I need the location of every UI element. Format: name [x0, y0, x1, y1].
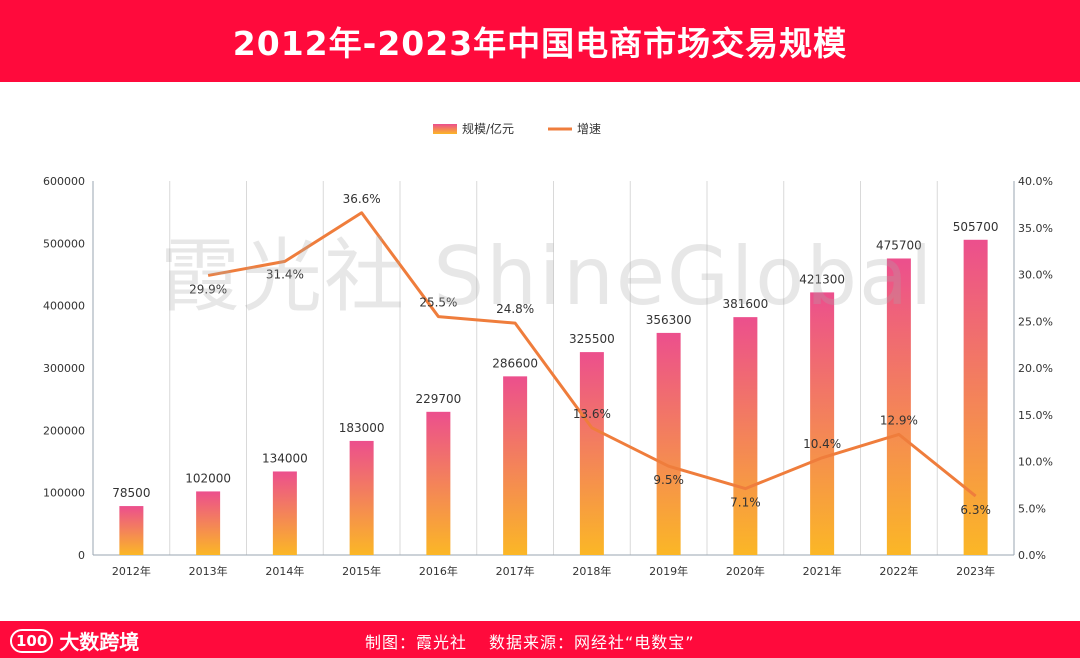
line-value-label: 13.6%	[573, 407, 611, 421]
bar-value-label: 356300	[646, 313, 692, 327]
x-tick-label: 2019年	[649, 564, 688, 578]
credit-source: 数据来源：网经社“电数宝”	[489, 633, 695, 652]
line-value-label: 7.1%	[730, 496, 761, 510]
y-right-tick-label: 15.0%	[1018, 409, 1053, 422]
y-left-tick-label: 600000	[43, 175, 85, 188]
growth-line	[207, 211, 977, 498]
y-right-tick-label: 30.0%	[1018, 269, 1053, 282]
y-left-tick-label: 400000	[43, 300, 85, 313]
legend-bar-swatch	[433, 124, 457, 134]
bar-value-label: 102000	[185, 471, 231, 485]
line-value-label: 12.9%	[880, 413, 918, 427]
x-tick-label: 2023年	[956, 564, 995, 578]
x-tick-label: 2016年	[419, 564, 458, 578]
y-right-tick-label: 25.0%	[1018, 315, 1053, 328]
line-value-label: 9.5%	[653, 473, 684, 487]
logo-text: 大数跨境	[59, 630, 140, 654]
y-right-tick-label: 10.0%	[1018, 456, 1053, 469]
logo-mark: 100	[10, 628, 54, 653]
combo-chart: 0 100000 200000 300000 400000 500000 600000 0.0…	[43, 121, 1053, 578]
bar-value-label: 475700	[876, 238, 922, 252]
bar	[503, 376, 528, 555]
legend-line-label: 增速	[577, 122, 601, 136]
bar-value-label: 381600	[722, 297, 768, 311]
line-value-label: 10.4%	[803, 437, 841, 451]
bar	[733, 317, 758, 555]
x-tick-label: 2013年	[189, 564, 228, 578]
legend-bar-label: 规模/亿元	[462, 121, 514, 136]
line-value-label: 29.9%	[189, 282, 227, 296]
credit-chart: 制图：霞光社	[365, 633, 468, 652]
bar	[810, 292, 835, 555]
x-tick-label: 2022年	[879, 564, 918, 578]
y-left-tick-label: 500000	[43, 237, 85, 250]
x-tick-label: 2012年	[112, 564, 151, 578]
bar-value-label: 286600	[492, 356, 538, 370]
y-left-tick-label: 300000	[43, 362, 85, 375]
y-right-tick-label: 20.0%	[1018, 362, 1053, 375]
x-tick-label: 2018年	[572, 564, 611, 578]
x-tick-label: 2015年	[342, 564, 381, 578]
bar	[579, 352, 604, 555]
y-right-tick-label: 5.0%	[1018, 502, 1046, 515]
bar-value-label: 78500	[112, 486, 150, 500]
footer-logo: 100 大数跨境	[10, 626, 139, 655]
bar	[349, 440, 374, 555]
line-value-label: 31.4%	[266, 267, 304, 281]
bar-value-label: 183000	[339, 421, 385, 435]
y-right-tick-label: 40.0%	[1018, 175, 1053, 188]
x-tick-label: 2021年	[803, 564, 842, 578]
line-value-label: 25.5%	[419, 296, 457, 310]
bar-value-label: 505700	[953, 220, 999, 234]
bar	[119, 506, 144, 555]
bar	[426, 411, 451, 555]
bar	[963, 239, 988, 555]
footer-credit: 制图：霞光社 数据来源：网经社“电数宝”	[365, 629, 695, 653]
bar	[196, 491, 221, 555]
bar-value-label: 134000	[262, 451, 308, 465]
footer-banner: 100 大数跨境 制图：霞光社 数据来源：网经社“电数宝”	[0, 621, 1080, 658]
chart-title: 2012年-2023年中国电商市场交易规模	[232, 24, 848, 63]
line-value-label: 24.8%	[496, 302, 534, 316]
y-right-tick-label: 35.0%	[1018, 222, 1053, 235]
chart-area: 霞光社 ShineGlobal 0 100000 200000 300000 40000…	[0, 82, 1080, 621]
bar-value-label: 421300	[799, 272, 845, 286]
bar	[272, 471, 297, 555]
x-tick-label: 2017年	[496, 564, 535, 578]
y-right-tick-label: 0.0%	[1018, 549, 1046, 562]
line-value-label: 6.3%	[960, 503, 991, 517]
line-value-label: 36.6%	[343, 192, 381, 206]
bar	[656, 332, 681, 555]
y-left-tick-label: 0	[78, 549, 85, 562]
x-tick-label: 2014年	[265, 564, 304, 578]
bar-value-label: 229700	[415, 392, 461, 406]
x-tick-label: 2020年	[726, 564, 765, 578]
bar	[886, 258, 911, 555]
title-banner: 2012年-2023年中国电商市场交易规模	[0, 0, 1080, 82]
y-left-tick-label: 100000	[43, 487, 85, 500]
bar-value-label: 325500	[569, 332, 615, 346]
y-left-tick-label: 200000	[43, 424, 85, 437]
